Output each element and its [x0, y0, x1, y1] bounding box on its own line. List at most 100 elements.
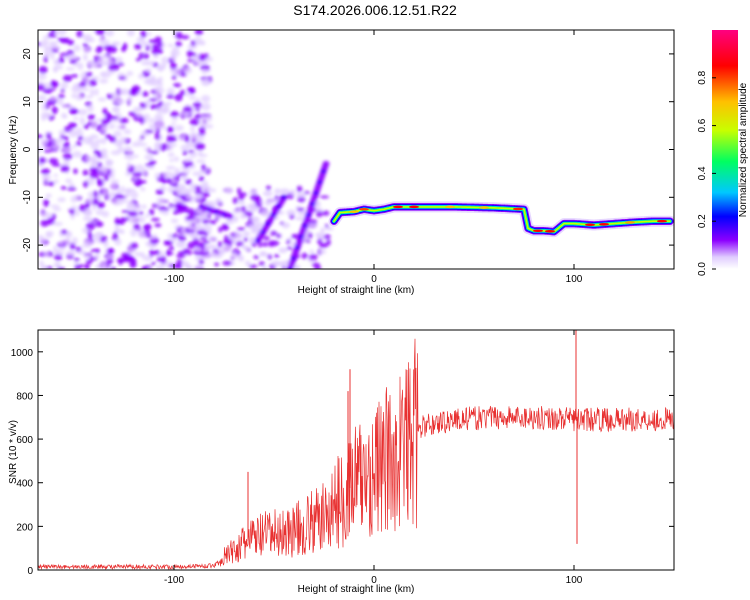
noise-blob [183, 248, 190, 252]
noise-blob [93, 254, 100, 259]
noise-blob [42, 88, 53, 94]
noise-blob [97, 150, 102, 159]
noise-blob [186, 265, 193, 269]
noise-blob [286, 246, 293, 250]
noise-blob [72, 144, 77, 149]
noise-blob [104, 59, 114, 66]
noise-blob [69, 242, 76, 250]
noise-blob [139, 116, 145, 125]
ridge-hotspot [349, 210, 359, 213]
noise-blob [53, 263, 62, 267]
noise-blob [106, 45, 112, 53]
noise-blob [248, 264, 258, 269]
noise-blob [194, 263, 204, 269]
snr-x-tick-label: -100 [164, 575, 184, 586]
noise-blob [263, 190, 273, 197]
noise-blob [268, 240, 275, 247]
noise-blob [68, 129, 79, 138]
noise-blob [274, 195, 279, 201]
noise-blob [263, 236, 270, 241]
noise-blob [325, 239, 331, 246]
noise-blob [162, 171, 173, 179]
snr-x-tick-label: 100 [566, 575, 583, 586]
noise-blob [57, 94, 65, 99]
noise-blob [239, 214, 247, 219]
noise-blob [165, 251, 174, 256]
noise-blob [313, 264, 322, 269]
noise-blob [129, 216, 138, 225]
colorbar-tick-label: 0.4 [697, 166, 708, 180]
noise-blob [274, 253, 280, 258]
streak-blob [322, 160, 330, 167]
noise-blob [111, 41, 118, 46]
noise-blob [82, 43, 88, 47]
noise-blob [189, 126, 196, 132]
noise-blob [142, 168, 147, 176]
noise-blob [150, 75, 156, 82]
noise-blob [141, 40, 148, 47]
spectrogram-y-tick-label: 10 [22, 96, 33, 108]
noise-blob [65, 178, 73, 184]
noise-blob [174, 167, 181, 174]
ridge-hotspot [585, 223, 595, 227]
noise-blob [90, 248, 99, 253]
noise-blob [149, 249, 155, 258]
noise-blob [163, 207, 169, 211]
noise-blob [172, 191, 178, 195]
noise-blob [156, 197, 166, 203]
noise-blob [102, 107, 108, 115]
noise-blob [45, 232, 53, 239]
ridge-layer [333, 206, 671, 233]
noise-blob [167, 232, 172, 240]
noise-blob [163, 240, 170, 246]
noise-blob [190, 40, 196, 47]
ridge-hotspot [513, 207, 523, 211]
noise-blob [195, 209, 202, 214]
noise-blob [41, 211, 51, 219]
noise-blob [172, 83, 182, 88]
noise-blob [193, 195, 203, 201]
noise-blob [44, 266, 54, 269]
noise-blob [76, 62, 84, 70]
noise-blob [110, 150, 121, 156]
noise-blob [251, 242, 257, 248]
noise-blob [102, 188, 108, 196]
snr-y-tick-label: 200 [16, 522, 33, 533]
noise-blob [56, 98, 64, 105]
noise-blob [158, 82, 164, 87]
noise-blob [87, 191, 95, 198]
noise-blob [202, 78, 210, 85]
noise-blob [175, 41, 182, 47]
noise-blob [95, 209, 104, 216]
noise-blob [111, 107, 121, 111]
noise-blob [154, 141, 161, 147]
noise-blob [182, 106, 193, 113]
noise-blob [83, 46, 91, 54]
noise-blob [296, 185, 303, 193]
noise-blob [84, 265, 90, 269]
noise-blob [175, 174, 180, 182]
noise-blob [40, 219, 49, 227]
noise-blob [175, 31, 183, 40]
noise-blob [138, 73, 144, 80]
noise-blob [199, 215, 209, 220]
noise-blob [221, 224, 230, 231]
noise-blob [46, 217, 55, 225]
noise-blob [295, 193, 306, 198]
noise-blob [53, 221, 63, 226]
noise-blob [214, 262, 220, 267]
noise-blob [209, 219, 217, 225]
noise-blob [43, 149, 53, 153]
noise-blob [53, 245, 58, 254]
snr-frame [37, 329, 675, 571]
noise-blob [185, 92, 190, 97]
noise-blob [237, 201, 246, 205]
noise-blob [278, 247, 288, 254]
noise-blob [158, 210, 165, 214]
noise-blob [171, 237, 178, 242]
noise-blob [130, 191, 139, 199]
noise-blob [171, 178, 177, 184]
noise-blob [186, 161, 194, 167]
noise-blob [126, 70, 134, 77]
